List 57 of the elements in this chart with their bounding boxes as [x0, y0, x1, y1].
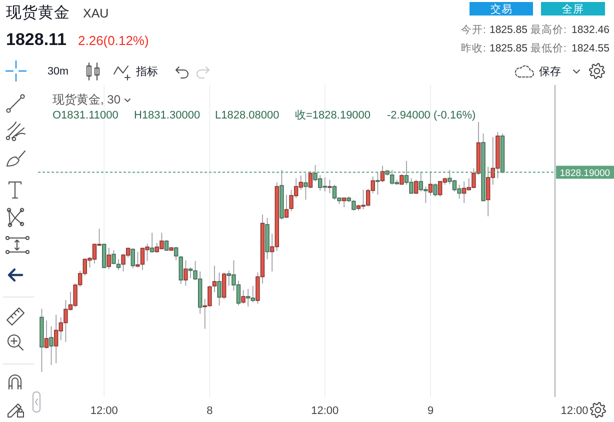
text: 1828.11: [6, 30, 67, 49]
text: H1831.30000: [134, 110, 200, 122]
candlestick: [342, 197, 346, 208]
text: 全屏: [562, 4, 584, 16]
text: 1824.55: [572, 42, 610, 54]
candlestick: [328, 179, 332, 194]
candlestick: [304, 172, 308, 200]
candlestick: [380, 165, 385, 183]
text: 今开:: [461, 24, 486, 36]
annotation: 1828.19000: [560, 168, 610, 179]
chart-subtitle: XAU: [83, 6, 109, 20]
candlestick: [241, 290, 246, 304]
x-tick-label: 9: [427, 405, 434, 417]
text: L1828.08000: [215, 110, 280, 122]
text: 最高价:: [530, 23, 566, 36]
text: 30m: [48, 66, 69, 78]
text: 收=1828.19000: [295, 110, 371, 122]
text: 交易: [490, 2, 512, 16]
candlestick: [130, 248, 135, 269]
chart-title: 现货黄金: [6, 4, 70, 22]
candlestick: [44, 320, 49, 349]
text: 昨收:: [461, 42, 486, 54]
candlestick: [352, 199, 356, 211]
candlestick: [112, 250, 116, 265]
candlestick: [178, 256, 183, 284]
text: 1825.85: [490, 24, 528, 36]
x-tick-label: 12:00: [311, 405, 339, 417]
text: 保存: [539, 66, 561, 78]
candlestick: [136, 251, 140, 268]
candlestick: [308, 170, 313, 189]
text: 1832.46: [572, 24, 610, 36]
candlestick: [184, 260, 188, 286]
x-tick-label: 12:00: [560, 405, 588, 417]
candlestick: [150, 232, 154, 254]
x-tick-label: 12:00: [90, 405, 118, 417]
candlestick: [376, 172, 380, 196]
text: 最低价:: [530, 42, 566, 54]
candlestick: [414, 179, 418, 194]
text: O1831.11000: [52, 110, 118, 122]
candlestick: [222, 272, 226, 300]
candlestick: [174, 246, 178, 261]
candlestick: [400, 174, 404, 186]
candlestick: [49, 326, 54, 366]
candlestick: [102, 243, 106, 269]
candlestick: [428, 171, 433, 196]
candlestick: [284, 194, 289, 218]
text: 1825.85: [490, 42, 528, 54]
candlestick: [116, 258, 121, 270]
text: 现货黄金, 30: [52, 92, 121, 106]
candlestick: [212, 265, 217, 293]
candlestick: [106, 247, 111, 270]
text: 2.26(0.12%): [78, 33, 149, 48]
text: -2.94000 (-0.16%): [387, 110, 476, 122]
candlestick: [433, 182, 438, 197]
x-tick-label: 8: [206, 405, 213, 417]
candlestick: [217, 272, 222, 306]
text: 指标: [135, 66, 158, 78]
